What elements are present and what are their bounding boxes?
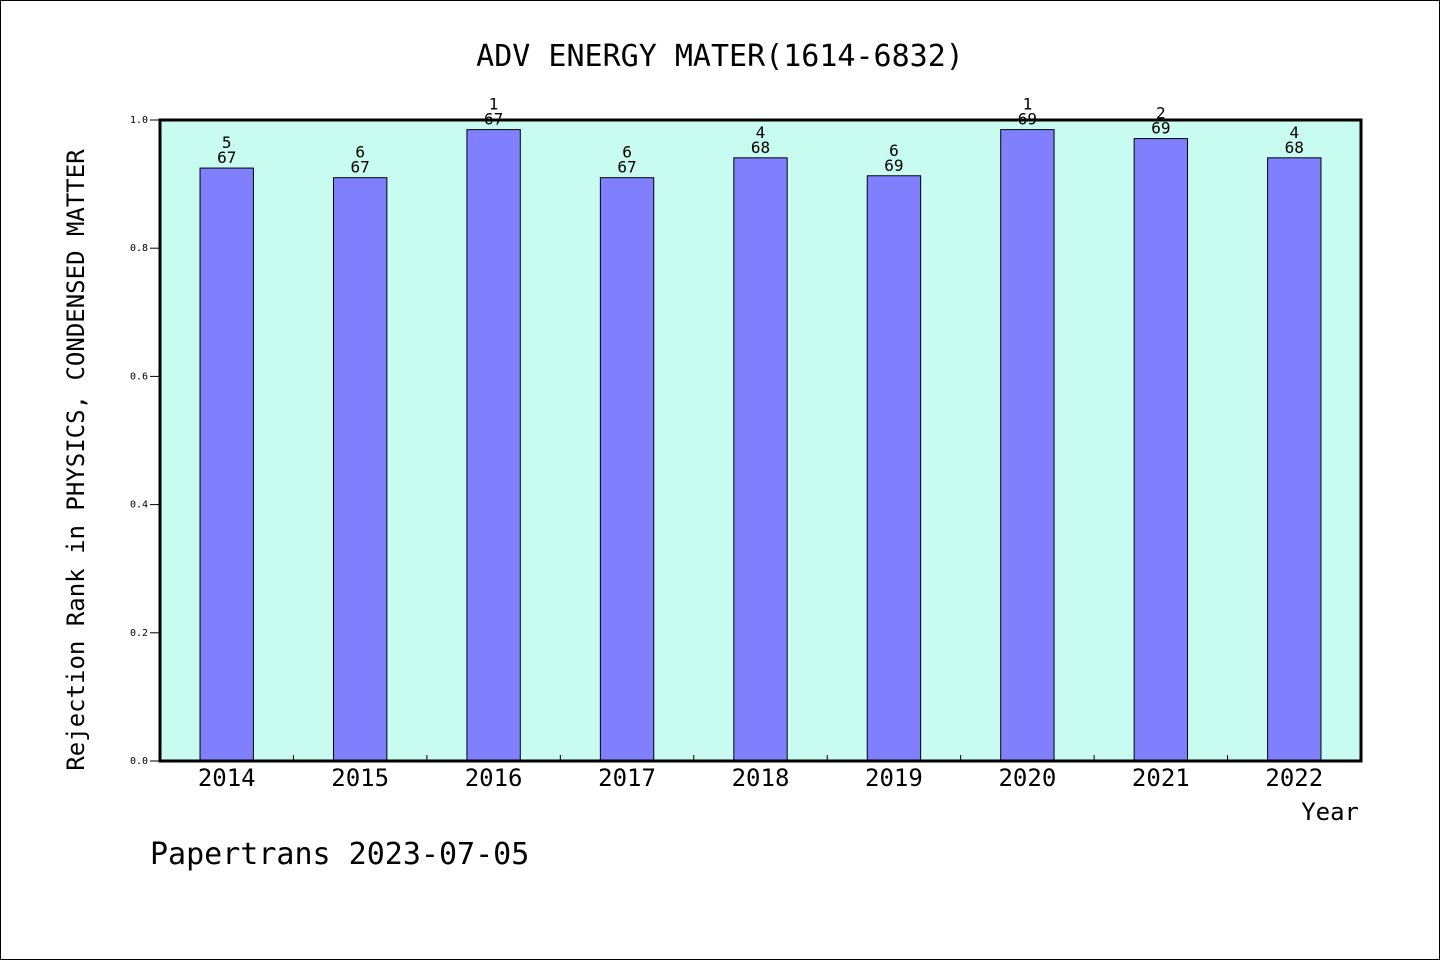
bar-2016 (466, 129, 521, 762)
bar-2019 (866, 175, 922, 762)
y-tick-label-1: 0.2 (130, 628, 148, 639)
bar-2015 (332, 177, 388, 762)
x-axis-ticks: 2014 2015 2016 2017 2018 2019 2020 2021 2022 (198, 755, 1323, 792)
bar-2020 (1000, 129, 1055, 762)
data-label-rank-2022: 4 (1289, 123, 1299, 142)
y-tick-label-5: 1.0 (130, 115, 148, 126)
data-label-rank-2016: 1 (489, 95, 499, 114)
x-tick-label-2017: 2017 (598, 764, 656, 792)
data-label-rank-2020: 1 (1023, 95, 1033, 114)
bars-group (199, 129, 1322, 762)
data-label-rank-2014: 5 (222, 133, 232, 152)
data-label-rank-2021: 2 (1156, 104, 1166, 123)
data-label-total-2022: 68 (1285, 138, 1304, 157)
x-tick-label-2015: 2015 (331, 764, 389, 792)
data-label-total-2021: 69 (1151, 119, 1170, 138)
x-tick-label-2021: 2021 (1132, 764, 1190, 792)
data-label-rank-2015: 6 (355, 143, 365, 162)
x-tick-label-2016: 2016 (465, 764, 523, 792)
y-tick-label-2: 0.4 (130, 500, 148, 511)
chart-title: ADV ENERGY MATER(1614-6832) (476, 39, 964, 74)
y-axis-ticks: 0.0 0.2 0.4 0.6 0.8 1.0 (130, 115, 160, 767)
bar-2018 (733, 157, 788, 762)
data-label-rank-2017: 6 (622, 143, 632, 162)
x-tick-label-2018: 2018 (732, 764, 790, 792)
x-axis-label: Year (1301, 798, 1359, 826)
data-label-total-2017: 67 (617, 158, 636, 177)
y-axis-label: Rejection Rank in PHYSICS, CONDENSED MAT… (62, 149, 90, 771)
data-label-total-2019: 69 (884, 156, 903, 175)
footer-text: Papertrans 2023-07-05 (150, 837, 529, 872)
y-tick-label-3: 0.6 (130, 371, 148, 382)
bar-2022 (1267, 157, 1322, 762)
x-tick-label-2019: 2019 (865, 764, 923, 792)
data-label-total-2014: 67 (217, 148, 236, 167)
plot-border (158, 118, 1363, 763)
bar-2014 (199, 167, 254, 762)
data-label-rank-2018: 4 (756, 123, 766, 142)
x-tick-label-2020: 2020 (998, 764, 1056, 792)
data-label-total-2018: 68 (751, 138, 770, 157)
x-tick-label-2022: 2022 (1265, 764, 1323, 792)
y-tick-label-4: 0.8 (130, 243, 148, 254)
bar-2021 (1133, 138, 1189, 762)
data-label-rank-2019: 6 (889, 141, 899, 160)
data-label-total-2015: 67 (351, 158, 370, 177)
y-tick-label-0: 0.0 (130, 756, 148, 767)
x-tick-label-2014: 2014 (198, 764, 256, 792)
bar-2017 (599, 177, 655, 762)
